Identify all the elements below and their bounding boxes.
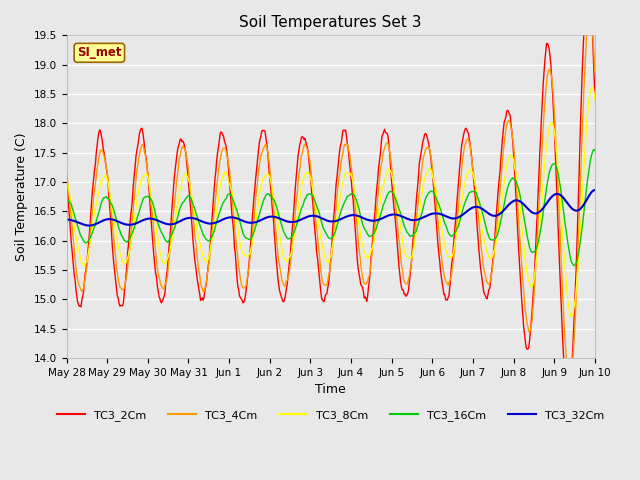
- TC3_8Cm: [318, 240, 326, 246]
- Line: TC3_8Cm: TC3_8Cm: [67, 87, 595, 317]
- TC3_2Cm: [591, 96, 599, 102]
- TC3_4Cm: [63, 168, 70, 174]
- TC3_32Cm: [86, 223, 93, 228]
- TC3_4Cm: [275, 257, 282, 263]
- TC3_4Cm: [227, 182, 235, 188]
- Line: TC3_2Cm: TC3_2Cm: [67, 0, 595, 402]
- Y-axis label: Soil Temperature (C): Soil Temperature (C): [15, 132, 28, 261]
- X-axis label: Time: Time: [316, 383, 346, 396]
- TC3_8Cm: [561, 267, 569, 273]
- TC3_16Cm: [561, 222, 569, 228]
- TC3_32Cm: [228, 215, 236, 220]
- TC3_8Cm: [589, 84, 596, 90]
- TC3_4Cm: [248, 235, 256, 240]
- TC3_32Cm: [591, 187, 599, 193]
- Line: TC3_32Cm: TC3_32Cm: [67, 190, 595, 226]
- TC3_2Cm: [227, 200, 235, 205]
- TC3_4Cm: [91, 188, 99, 193]
- Title: Soil Temperatures Set 3: Soil Temperatures Set 3: [239, 15, 422, 30]
- TC3_32Cm: [249, 220, 257, 226]
- TC3_8Cm: [63, 177, 70, 183]
- TC3_16Cm: [227, 192, 235, 198]
- Legend: TC3_2Cm, TC3_4Cm, TC3_8Cm, TC3_16Cm, TC3_32Cm: TC3_2Cm, TC3_4Cm, TC3_8Cm, TC3_16Cm, TC3…: [52, 406, 609, 425]
- TC3_16Cm: [571, 263, 579, 268]
- TC3_4Cm: [566, 381, 573, 386]
- TC3_32Cm: [276, 216, 284, 221]
- TC3_32Cm: [562, 198, 570, 204]
- TC3_8Cm: [227, 187, 235, 192]
- Text: SI_met: SI_met: [77, 46, 122, 60]
- Line: TC3_16Cm: TC3_16Cm: [67, 149, 595, 265]
- TC3_16Cm: [275, 212, 282, 217]
- TC3_16Cm: [590, 146, 598, 152]
- Line: TC3_4Cm: TC3_4Cm: [67, 13, 595, 384]
- TC3_16Cm: [248, 233, 256, 239]
- TC3_16Cm: [91, 224, 99, 229]
- TC3_8Cm: [275, 224, 282, 230]
- TC3_2Cm: [248, 216, 256, 222]
- TC3_8Cm: [91, 209, 99, 215]
- TC3_4Cm: [318, 275, 326, 281]
- TC3_32Cm: [319, 216, 326, 222]
- TC3_16Cm: [318, 220, 326, 226]
- TC3_2Cm: [561, 380, 569, 386]
- TC3_8Cm: [567, 314, 575, 320]
- TC3_2Cm: [564, 399, 572, 405]
- TC3_4Cm: [586, 10, 594, 16]
- TC3_8Cm: [591, 97, 599, 103]
- TC3_16Cm: [591, 148, 599, 154]
- TC3_32Cm: [63, 216, 70, 222]
- TC3_4Cm: [591, 69, 599, 75]
- TC3_32Cm: [92, 221, 99, 227]
- TC3_2Cm: [275, 281, 282, 287]
- TC3_2Cm: [318, 296, 326, 302]
- TC3_2Cm: [63, 175, 70, 180]
- TC3_2Cm: [91, 167, 99, 173]
- TC3_16Cm: [63, 196, 70, 202]
- TC3_4Cm: [561, 339, 569, 345]
- TC3_8Cm: [248, 241, 256, 247]
